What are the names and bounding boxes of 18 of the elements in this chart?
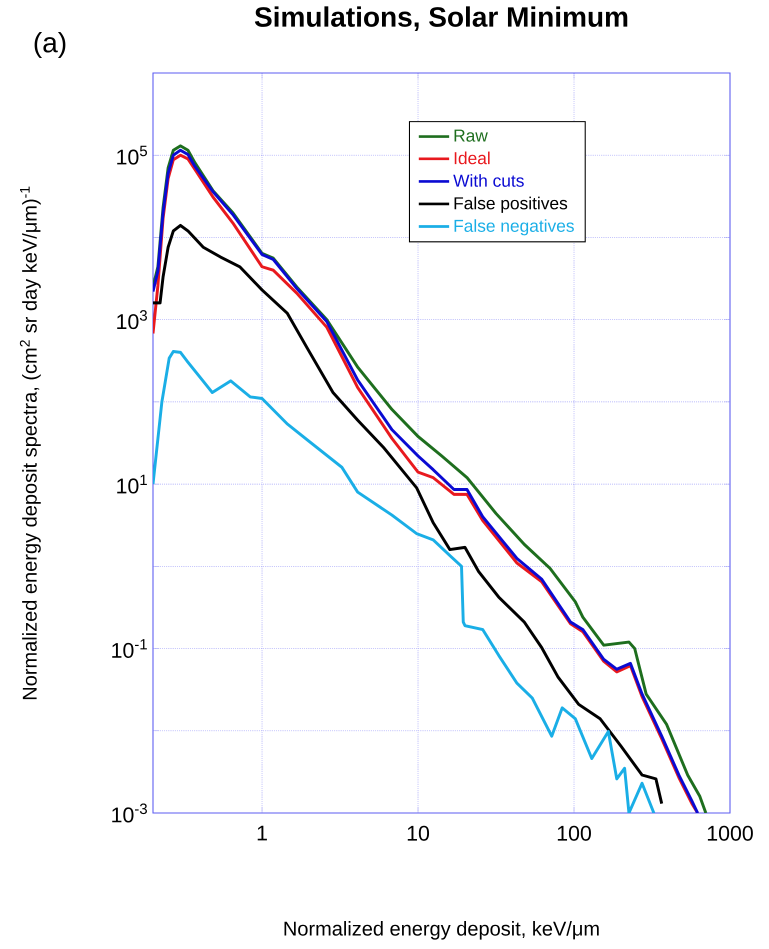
y-tick-label: 10$^{-1}$ [112, 639, 147, 658]
legend-label: With cuts [453, 174, 524, 187]
x-tick-label: 100 [558, 826, 591, 841]
x-axis-title: Normalized energy deposit, keV/μm [284, 921, 599, 940]
chart-title: Simulations, Solar Minimum [254, 6, 628, 31]
legend-label: False negatives [454, 219, 574, 236]
y-axis-title: Normalized energy deposit spectra, (cm$^{2}$ sr day keV/μm)$^{-1}$ [20, 186, 41, 700]
legend-label: Raw [454, 130, 488, 142]
legend-label: False positives [454, 196, 568, 213]
y-tick-label: 10$^{5}$ [117, 146, 147, 165]
x-tick-label: 10 [408, 826, 430, 841]
y-tick-label: 10$^{1}$ [117, 474, 147, 494]
y-tick-label: 10$^{-3}$ [112, 803, 147, 822]
y-tick-label: 10$^{3}$ [117, 310, 147, 330]
x-tick-label: 1 [258, 826, 267, 840]
text: (a) [34, 32, 66, 58]
legend-label: Ideal [454, 152, 490, 164]
x-tick-label: 1000 [708, 826, 753, 841]
